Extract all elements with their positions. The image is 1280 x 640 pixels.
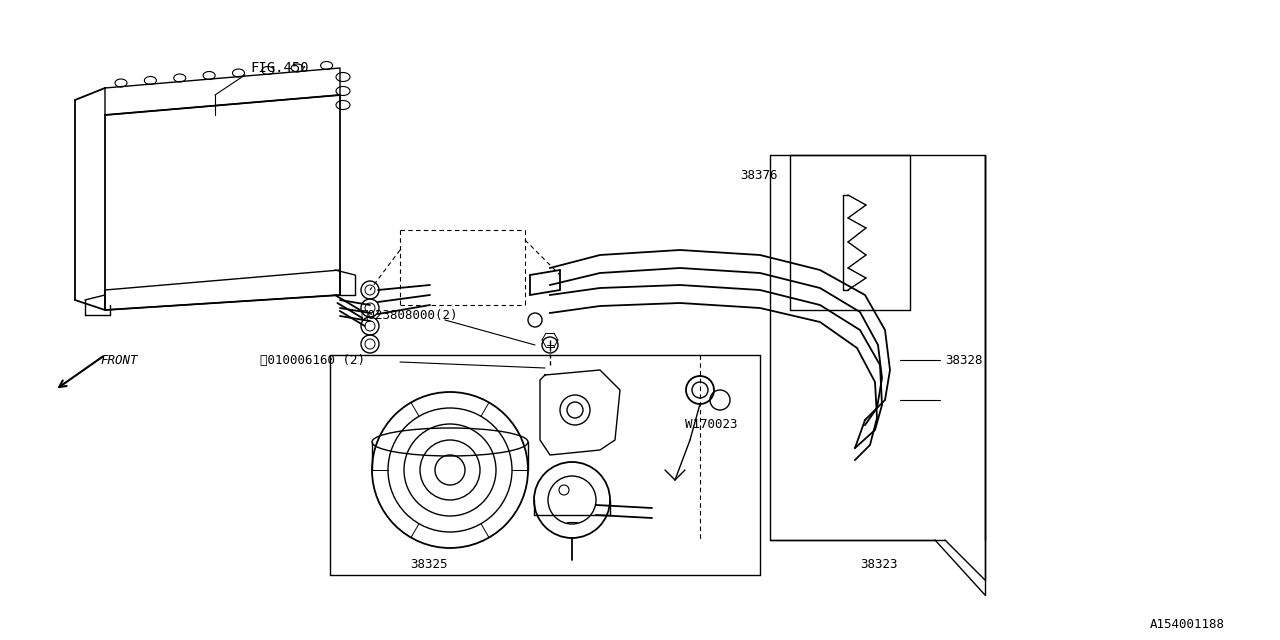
Text: FRONT: FRONT	[100, 353, 137, 367]
Text: A154001188: A154001188	[1149, 618, 1225, 632]
Text: FIG.450: FIG.450	[250, 61, 308, 75]
Text: Ⓑ010006160 (2): Ⓑ010006160 (2)	[260, 353, 365, 367]
Text: W170023: W170023	[685, 419, 737, 431]
Text: 38328: 38328	[945, 353, 983, 367]
Text: 38323: 38323	[860, 559, 897, 572]
Text: 38376: 38376	[740, 168, 777, 182]
Text: 38325: 38325	[410, 559, 448, 572]
Text: ⓝ023808000(2): ⓝ023808000(2)	[360, 308, 457, 321]
